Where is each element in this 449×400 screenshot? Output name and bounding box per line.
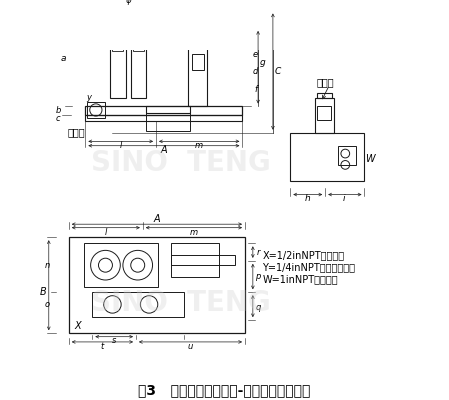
- Text: m: m: [195, 141, 203, 150]
- Text: B: B: [40, 287, 47, 297]
- Text: p: p: [255, 272, 261, 281]
- Bar: [132, 10, 145, 15]
- Bar: [92, 292, 184, 317]
- Text: q: q: [255, 304, 261, 312]
- Bar: [188, 28, 207, 106]
- Bar: [87, 102, 105, 118]
- Bar: [146, 106, 190, 114]
- Text: t: t: [101, 342, 104, 351]
- Bar: [85, 106, 242, 115]
- Bar: [171, 243, 219, 276]
- Bar: [110, 10, 126, 98]
- Bar: [190, 28, 206, 32]
- Text: X=1/2inNPT气源接口: X=1/2inNPT气源接口: [262, 250, 344, 260]
- Text: l: l: [105, 228, 107, 236]
- Text: a: a: [61, 54, 66, 63]
- Bar: [85, 115, 242, 121]
- Text: f: f: [254, 84, 257, 94]
- Bar: [131, 10, 146, 98]
- Text: b: b: [56, 106, 61, 115]
- Text: g: g: [260, 58, 265, 67]
- Text: Y=1/4inNPT紧急气源接口: Y=1/4inNPT紧急气源接口: [262, 262, 356, 272]
- Text: A: A: [154, 214, 160, 224]
- Bar: [84, 243, 158, 287]
- Bar: [338, 146, 356, 165]
- Bar: [146, 114, 190, 131]
- Bar: [315, 98, 334, 133]
- Text: n: n: [44, 261, 50, 270]
- Bar: [133, 37, 144, 51]
- Text: h: h: [305, 194, 311, 204]
- Text: A: A: [161, 145, 167, 155]
- Bar: [69, 237, 245, 333]
- Text: 图3   电子式爆管监测气-液联动装置外形图: 图3 电子式爆管监测气-液联动装置外形图: [138, 383, 310, 397]
- Text: c: c: [56, 114, 61, 123]
- Text: 排气口: 排气口: [68, 128, 86, 138]
- Text: u: u: [188, 342, 193, 351]
- Bar: [317, 93, 332, 98]
- Bar: [291, 133, 365, 180]
- Text: m: m: [190, 228, 198, 236]
- Text: o: o: [44, 300, 49, 309]
- Text: W=1inNPT电气接口: W=1inNPT电气接口: [262, 274, 338, 284]
- Text: s: s: [112, 336, 116, 345]
- Bar: [317, 106, 331, 120]
- Text: y: y: [86, 93, 92, 102]
- Text: d: d: [253, 67, 258, 76]
- Text: X: X: [74, 321, 81, 331]
- Text: i: i: [343, 194, 346, 204]
- Bar: [171, 255, 234, 265]
- Text: l: l: [119, 141, 122, 150]
- Bar: [112, 37, 123, 51]
- Bar: [192, 54, 204, 70]
- Text: SINO  TENG: SINO TENG: [92, 149, 271, 177]
- Text: 吊装点: 吊装点: [317, 77, 334, 87]
- Text: e: e: [253, 50, 258, 59]
- Text: W: W: [365, 154, 374, 164]
- Text: r: r: [256, 248, 260, 257]
- Text: C: C: [275, 67, 281, 76]
- Text: SINO  TENG: SINO TENG: [92, 289, 271, 317]
- Text: φ: φ: [125, 0, 131, 4]
- Bar: [111, 10, 124, 15]
